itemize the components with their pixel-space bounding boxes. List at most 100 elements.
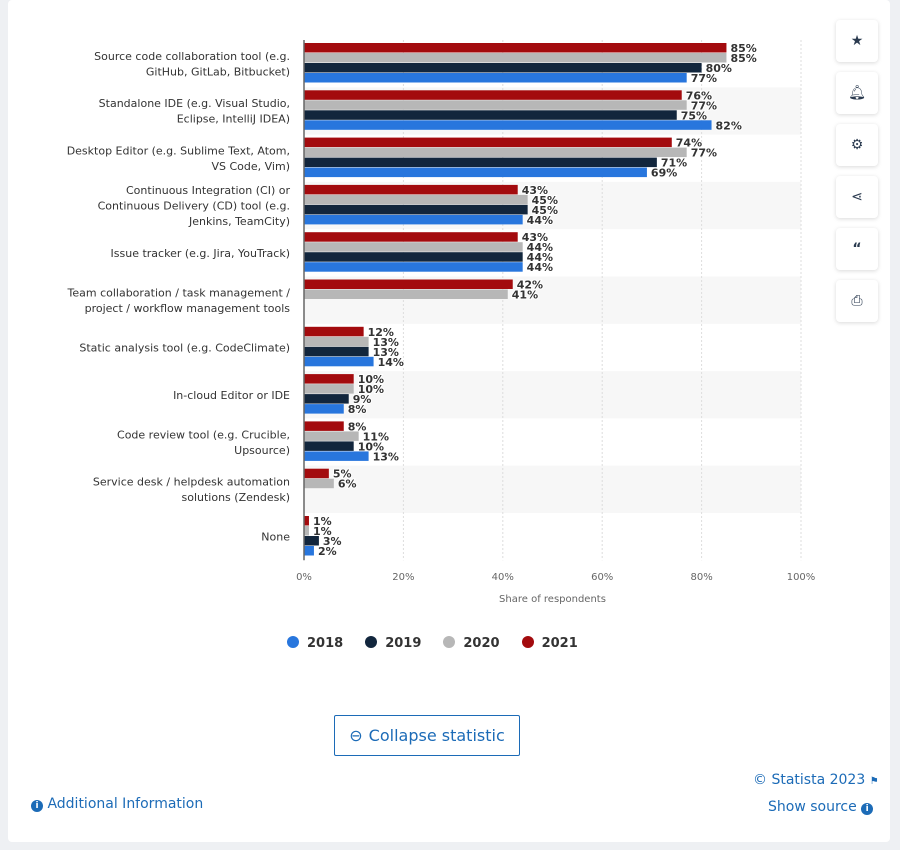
category-label: Static analysis tool (e.g. CodeClimate)	[79, 341, 290, 354]
data-label: 77%	[691, 147, 717, 160]
x-tick-label: 0%	[296, 572, 312, 583]
bar-2021	[304, 137, 672, 148]
category-label: Standalone IDE (e.g. Visual Studio,	[99, 97, 290, 110]
data-label: 45%	[532, 204, 558, 217]
legend-item-2021[interactable]: 2021	[521, 636, 578, 651]
row-band	[304, 465, 801, 513]
data-label: 76%	[686, 89, 712, 102]
x-tick-label: 60%	[591, 572, 613, 583]
data-label: 80%	[706, 62, 732, 75]
bar-2020	[304, 336, 369, 347]
data-label: 41%	[512, 289, 538, 302]
data-label: 3%	[323, 535, 342, 548]
quote-icon[interactable]: “	[836, 228, 878, 270]
bar-2020	[304, 289, 508, 299]
data-label: 44%	[527, 214, 553, 227]
x-tick-label: 40%	[492, 572, 514, 583]
legend-item-2019[interactable]: 2019	[365, 636, 421, 651]
bar-2019	[304, 394, 349, 404]
category-label: Source code collaboration tool (e.g.	[94, 50, 290, 63]
category-label: Eclipse, IntelliJ IDEA)	[177, 113, 290, 126]
data-label: 42%	[517, 279, 543, 292]
category-label: Code review tool (e.g. Crucible,	[117, 428, 290, 441]
data-label: 8%	[348, 420, 367, 433]
data-label: 85%	[730, 42, 756, 55]
data-label: 1%	[313, 525, 332, 538]
legend-item-2018[interactable]: 2018	[287, 636, 343, 651]
bar-2020	[304, 242, 523, 252]
data-label: 9%	[353, 393, 372, 406]
bar-2021	[304, 43, 727, 53]
bar-2019	[304, 346, 369, 357]
bar-2021	[304, 421, 344, 431]
info-icon: i	[31, 800, 43, 812]
data-label: 14%	[378, 356, 404, 369]
copyright-link[interactable]: © Statista 2023 ⚑	[753, 772, 879, 788]
data-label: 43%	[522, 231, 548, 244]
data-label: 74%	[676, 137, 702, 150]
bar-2019	[304, 252, 523, 262]
bar-2019	[304, 536, 319, 546]
bar-2021	[304, 468, 329, 479]
info-icon: i	[861, 803, 874, 815]
data-label: 8%	[348, 403, 367, 416]
show-source-link[interactable]: Show source i	[768, 799, 874, 815]
settings-gear-icon[interactable]: ⚙	[836, 124, 878, 166]
bar-2018	[304, 356, 374, 367]
bar-2021	[304, 232, 518, 242]
print-icon[interactable]: ⎙	[836, 280, 878, 322]
data-label: 1%	[313, 515, 332, 528]
category-label: In-cloud Editor or IDE	[173, 389, 290, 402]
data-label: 77%	[691, 72, 717, 85]
bar-chart: 0% 20% 40% 60% 80% 100% Share of respondents So…	[67, 40, 816, 605]
category-label: None	[261, 531, 290, 544]
x-tick-label: 20%	[392, 572, 414, 583]
data-label: 10%	[358, 373, 384, 386]
bar-2018	[304, 167, 647, 178]
data-label: 45%	[532, 194, 558, 207]
bar-2020	[304, 147, 687, 158]
category-label: project / workflow management tools	[85, 302, 291, 315]
bar-2018	[304, 451, 369, 461]
bar-2021	[304, 374, 354, 384]
data-label: 2%	[318, 545, 337, 558]
data-label: 77%	[691, 99, 717, 112]
bar-2020	[304, 431, 359, 441]
bar-2019	[304, 157, 657, 168]
category-label: Team collaboration / task management /	[67, 286, 291, 299]
favorite-star-icon[interactable]: ★	[836, 20, 878, 62]
data-label: 12%	[368, 326, 394, 339]
minus-circle-icon: ⊖	[349, 726, 363, 745]
x-tick-label: 100%	[787, 572, 816, 583]
data-label: 85%	[730, 52, 756, 65]
x-axis-label: Share of respondents	[499, 594, 606, 605]
bar-2020	[304, 194, 528, 205]
x-tick-label: 80%	[690, 572, 712, 583]
data-label: 75%	[681, 109, 707, 122]
bar-2021	[304, 184, 518, 195]
data-label: 44%	[527, 241, 553, 254]
bar-2021	[304, 516, 309, 526]
additional-information-link[interactable]: i Additional Information	[31, 796, 203, 812]
bar-2020	[304, 384, 354, 394]
bar-2020	[304, 100, 687, 110]
bar-2019	[304, 110, 677, 120]
share-icon[interactable]: ⋖	[836, 176, 878, 218]
category-label: VS Code, Vim)	[211, 160, 290, 173]
bar-2019	[304, 204, 528, 215]
flag-icon: ⚑	[869, 776, 879, 787]
legend-item-2020[interactable]: 2020	[443, 636, 500, 651]
data-label: 71%	[661, 157, 687, 170]
data-label: 6%	[338, 478, 357, 491]
bar-2018	[304, 73, 687, 83]
notification-bell-icon[interactable]: 🔔︎	[836, 72, 878, 114]
data-label: 69%	[651, 167, 677, 180]
category-label: GitHub, GitLab, Bitbucket)	[146, 65, 290, 78]
collapse-statistic-button[interactable]: ⊖ Collapse statistic	[334, 715, 520, 756]
data-label: 13%	[373, 450, 399, 463]
chart-card: 0% 20% 40% 60% 80% 100% Share of respondents So…	[8, 0, 890, 842]
bar-2018	[304, 262, 523, 272]
row-band	[304, 371, 801, 419]
category-label: Service desk / helpdesk automation	[93, 476, 290, 489]
category-label: Upsource)	[234, 444, 290, 457]
